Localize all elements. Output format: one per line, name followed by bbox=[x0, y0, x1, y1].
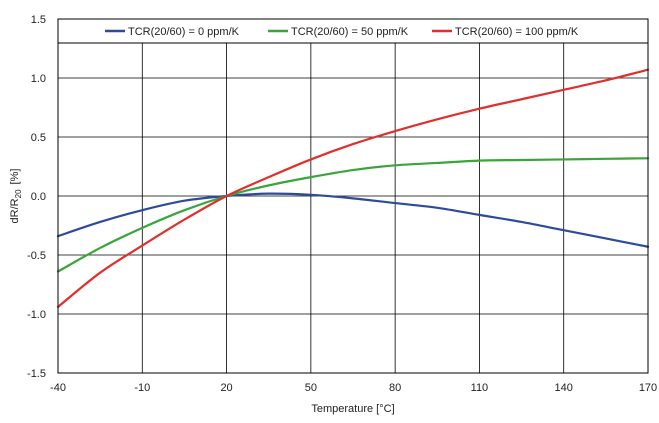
series-line-3 bbox=[56, 68, 650, 309]
legend-label-1: TCR(20/60) = 0 ppm/K bbox=[128, 26, 240, 38]
x-tick-label: -10 bbox=[134, 382, 150, 394]
legend-label-3: TCR(20/60) = 100 ppm/K bbox=[455, 26, 579, 38]
grid-lines bbox=[58, 19, 648, 373]
legend: TCR(20/60) = 0 ppm/K TCR(20/60) = 50 ppm/… bbox=[105, 26, 579, 38]
y-tick-label: -0.5 bbox=[27, 250, 46, 262]
legend-box bbox=[58, 19, 648, 43]
y-tick-label: 1.0 bbox=[31, 73, 46, 85]
x-tick-labels: -40 -10 20 50 80 110 140 170 bbox=[50, 382, 657, 394]
x-tick-label: 110 bbox=[471, 382, 489, 394]
x-tick-label: -40 bbox=[50, 382, 66, 394]
x-tick-label: 20 bbox=[220, 382, 232, 394]
y-tick-label: 0.5 bbox=[31, 132, 46, 144]
y-axis-title-unit: [%] bbox=[9, 169, 21, 185]
x-tick-label: 170 bbox=[639, 382, 657, 394]
plot-frame bbox=[57, 18, 649, 374]
y-tick-label: 0.0 bbox=[31, 191, 46, 203]
legend-label-2: TCR(20/60) = 50 ppm/K bbox=[291, 26, 409, 38]
series-line-1 bbox=[56, 192, 650, 248]
y-axis-title: dR/R20 [%] bbox=[9, 169, 23, 224]
x-tick-label: 140 bbox=[555, 382, 573, 394]
y-axis-title-subscript: 20 bbox=[14, 189, 23, 198]
x-tick-label: 80 bbox=[389, 382, 401, 394]
y-tick-label: 1.5 bbox=[31, 14, 46, 26]
series-line-2 bbox=[56, 157, 650, 273]
series-lines bbox=[56, 68, 650, 309]
y-tick-labels: -1.5 -1.0 -0.5 0.0 0.5 1.0 1.5 bbox=[27, 14, 46, 380]
y-tick-label: -1.0 bbox=[27, 309, 46, 321]
x-tick-label: 50 bbox=[305, 382, 317, 394]
x-axis-title: Temperature [°C] bbox=[311, 403, 394, 415]
y-axis-title-main: dR/R bbox=[9, 198, 21, 223]
y-tick-label: -1.5 bbox=[27, 368, 46, 380]
